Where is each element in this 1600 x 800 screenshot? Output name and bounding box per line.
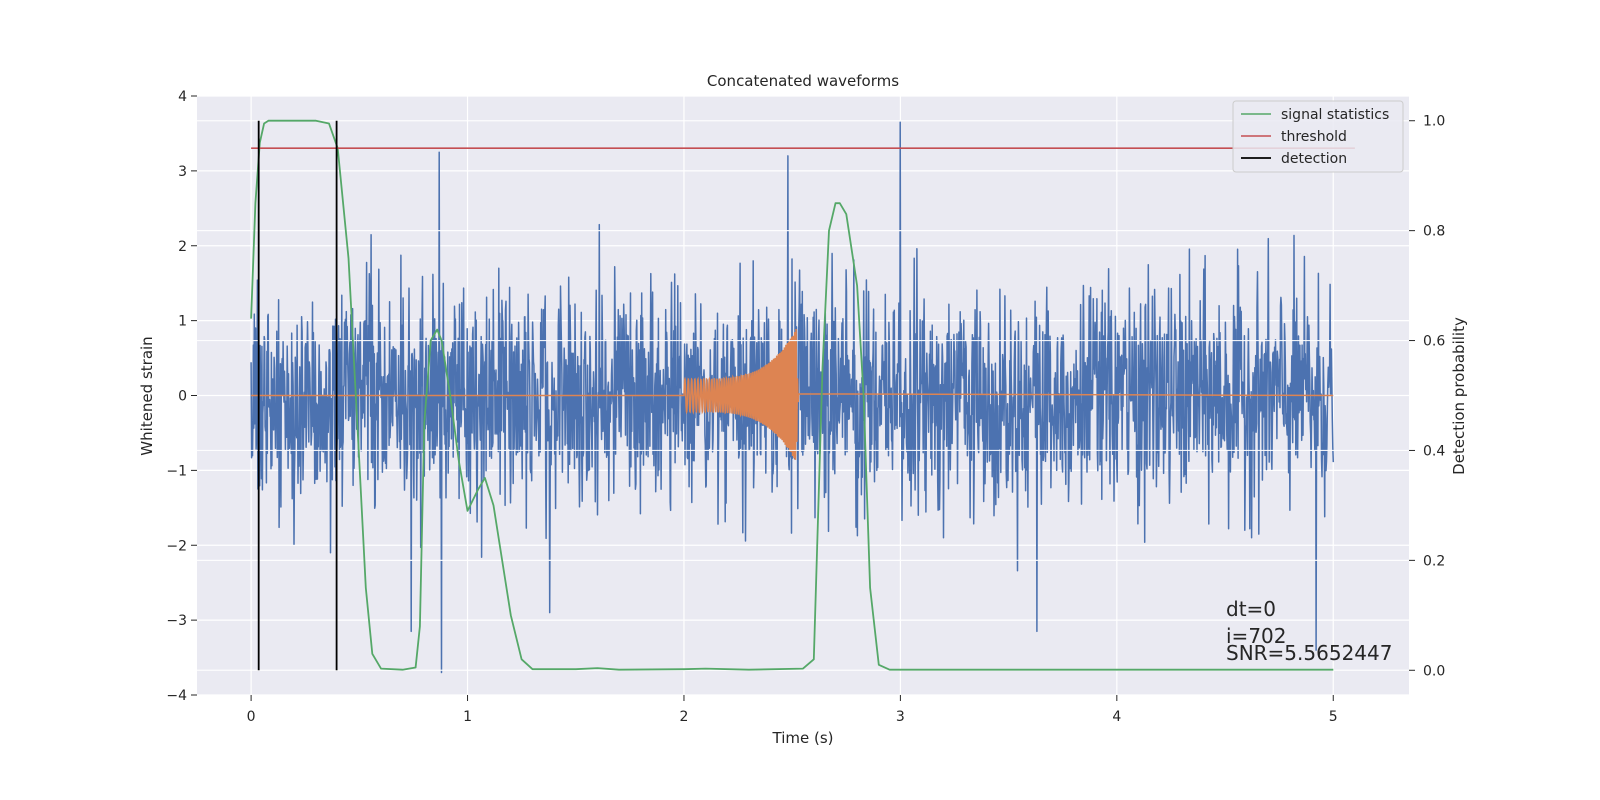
y-tick-label: −4: [166, 688, 187, 704]
y2-tick-label: 1.0: [1423, 114, 1445, 130]
x-tick-label: 0: [247, 709, 256, 725]
plot-area: [250, 121, 1335, 674]
injected-waveform-series: [251, 328, 1334, 460]
y-tick-label: 0: [178, 389, 187, 405]
y-tick-label: 4: [178, 89, 187, 105]
y-tick-label: −2: [166, 538, 187, 554]
annotation-text: i=702: [1226, 624, 1287, 648]
x-tick-label: 3: [896, 709, 905, 725]
legend: signal statistics threshold detection: [1232, 100, 1404, 173]
right-axis-series: [250, 119, 1355, 671]
y-tick-label: −3: [166, 613, 187, 629]
y2-tick-label: 0.2: [1423, 553, 1445, 569]
y2-tick-label: 0.8: [1423, 224, 1445, 240]
annotation-text: dt=0: [1226, 597, 1276, 621]
y2-axis-label: Detection probability: [1450, 317, 1468, 475]
axes: −4 −3 −2 −1 0 1 2 3 4 0 1 2 3 4 5 0.0 0.2 0.4 0.6 0.8 1.0: [166, 89, 1445, 725]
y-tick-label: 3: [178, 164, 187, 180]
legend-box: [1232, 100, 1404, 173]
signal-statistics-line: [250, 119, 1334, 671]
x-tick-label: 4: [1112, 709, 1121, 725]
y2-tick-label: 0.6: [1423, 334, 1445, 350]
x-tick-label: 2: [680, 709, 689, 725]
legend-label-threshold: threshold: [1281, 129, 1347, 145]
x-tick-label: 5: [1329, 709, 1338, 725]
legend-label-signal-statistics: signal statistics: [1281, 107, 1389, 123]
y2-tick-label: 0.4: [1423, 443, 1445, 459]
legend-label-detection: detection: [1281, 151, 1347, 167]
y-tick-label: 2: [178, 239, 187, 255]
y-tick-label: −1: [166, 463, 187, 479]
y-axis-label: Whitened strain: [138, 336, 156, 455]
x-tick-label: 1: [463, 709, 472, 725]
chart-title: Concatenated waveforms: [707, 72, 899, 90]
y-tick-label: 1: [178, 314, 187, 330]
annotation-text: SNR=5.5652447: [1226, 641, 1392, 665]
x-axis-label: Time (s): [772, 729, 834, 747]
y2-tick-label: 0.0: [1423, 663, 1445, 679]
